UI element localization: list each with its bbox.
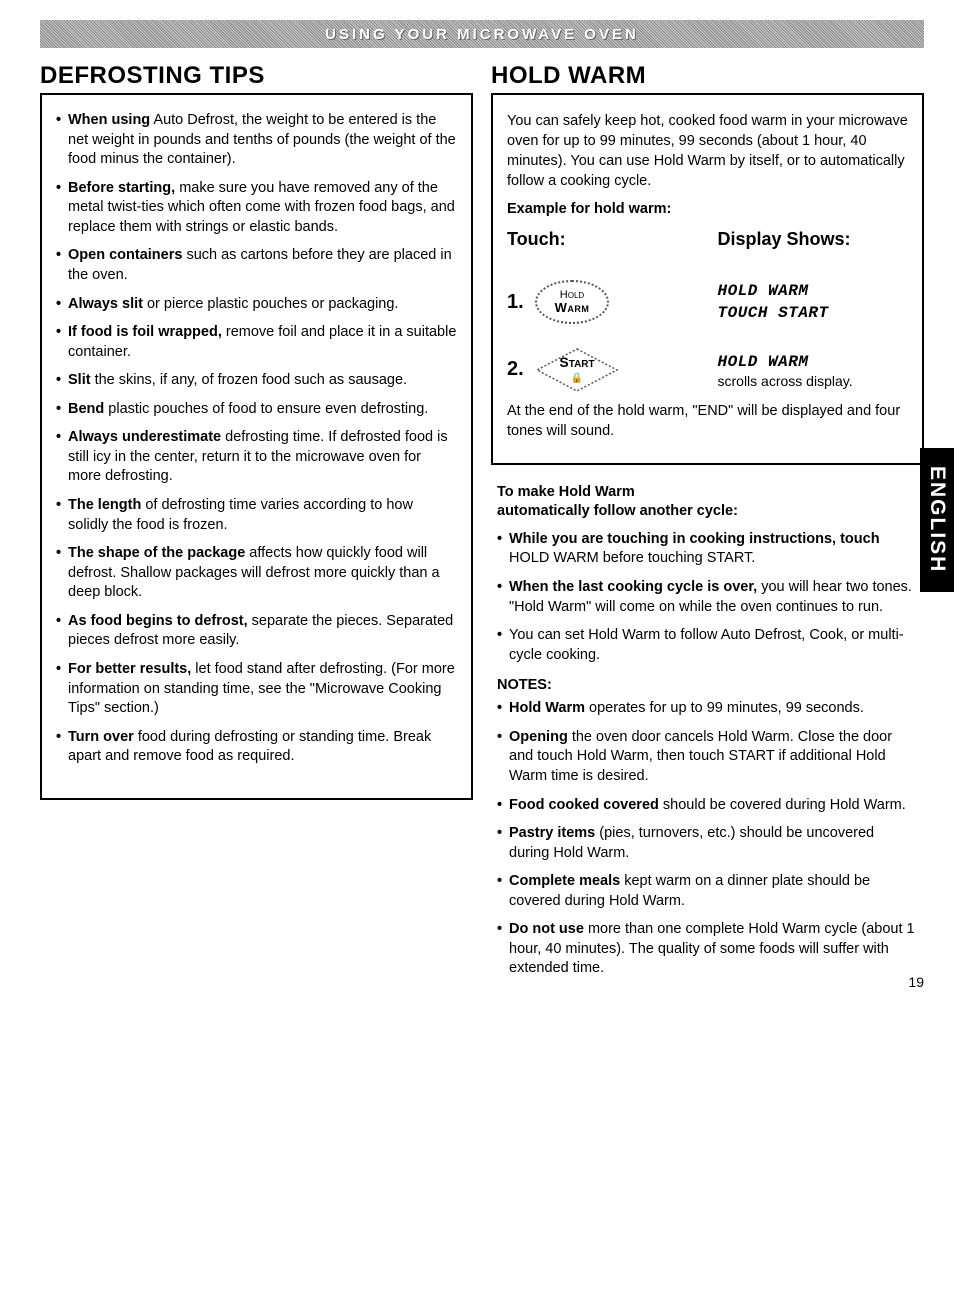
header-band: USING YOUR MICROWAVE OVEN: [40, 20, 924, 48]
tip-bold: When using: [68, 112, 150, 128]
lock-icon: 🔒: [571, 373, 583, 384]
tip-bold: Hold Warm: [509, 700, 585, 716]
auto-follow-heading: To make Hold Warm automatically follow a…: [497, 483, 918, 522]
example-label: Example for hold warm:: [507, 201, 908, 217]
tip-text: plastic pouches of food to ensure even d…: [104, 401, 428, 417]
start-btn-label: Start: [559, 354, 594, 370]
end-note: At the end of the hold warm, "END" will …: [507, 401, 908, 441]
note-item: Hold Warm operates for up to 99 minutes,…: [497, 699, 918, 719]
defrosting-tip: As food begins to defrost, separate the …: [56, 612, 457, 651]
tip-bold: Do not use: [509, 921, 584, 937]
step-1-number: 1.: [507, 291, 535, 314]
tip-bold: Bend: [68, 401, 104, 417]
tip-bold: As food begins to defrost,: [68, 613, 248, 629]
left-column: DEFROSTING TIPS When using Auto Defrost,…: [40, 62, 473, 988]
defrosting-tip: The length of defrosting time varies acc…: [56, 496, 457, 535]
hold-warm-button-icon: Hold Warm: [535, 280, 609, 324]
step-2-scroll-note: scrolls across display.: [718, 373, 909, 389]
note-item: Food cooked covered should be covered du…: [497, 796, 918, 816]
defrosting-tip: Slit the skins, if any, of frozen food s…: [56, 371, 457, 391]
tip-bold: While you are touching in cooking instru…: [509, 531, 880, 547]
tip-bold: For better results,: [68, 661, 191, 677]
defrosting-title: DEFROSTING TIPS: [40, 62, 473, 95]
note-item: Complete meals kept warm on a dinner pla…: [497, 872, 918, 911]
tip-bold: Food cooked covered: [509, 797, 659, 813]
defrosting-tip: Always underestimate defrosting time. If…: [56, 428, 457, 487]
tip-bold: Open containers: [68, 247, 182, 263]
holdwarm-box: You can safely keep hot, cooked food war…: [491, 95, 924, 465]
step-1-display-line2: TOUCH START: [718, 302, 909, 324]
defrosting-tip: Always slit or pierce plastic pouches or…: [56, 295, 457, 315]
step-2-row: 2. Start 🔒 HOLD WARM: [507, 347, 908, 393]
page: USING YOUR MICROWAVE OVEN DEFROSTING TIP…: [0, 0, 954, 1008]
auto-tip: While you are touching in cooking instru…: [497, 530, 918, 569]
hold-warm-btn-line2: Warm: [555, 301, 590, 314]
tip-text: should be covered during Hold Warm.: [659, 797, 906, 813]
auto-tip: You can set Hold Warm to follow Auto Def…: [497, 626, 918, 665]
auto-head-line1: To make Hold Warm: [497, 484, 635, 500]
tip-bold: Before starting,: [68, 180, 175, 196]
display-heading: Display Shows:: [698, 229, 909, 250]
step-2-number: 2.: [507, 358, 535, 381]
tip-bold: Pastry items: [509, 825, 595, 841]
holdwarm-title: HOLD WARM: [491, 62, 924, 95]
tip-text: You can set Hold Warm to follow Auto Def…: [509, 627, 904, 663]
tip-bold: Turn over: [68, 729, 134, 745]
tip-text: or pierce plastic pouches or packaging.: [143, 296, 399, 312]
tip-bold: Complete meals: [509, 873, 620, 889]
tip-bold: The shape of the package: [68, 545, 245, 561]
start-button-icon: Start 🔒: [535, 347, 619, 393]
defrosting-tip: For better results, let food stand after…: [56, 660, 457, 719]
step-2-display-line1: HOLD WARM: [718, 351, 909, 373]
notes-list: Hold Warm operates for up to 99 minutes,…: [497, 699, 918, 979]
tip-bold: Slit: [68, 372, 91, 388]
tip-bold: The length: [68, 497, 141, 513]
header-band-text: USING YOUR MICROWAVE OVEN: [325, 26, 639, 43]
tip-bold: Opening: [509, 729, 568, 745]
step-1-row: 1. Hold Warm HOLD WARM TOUCH START: [507, 280, 908, 325]
touch-header-row: Touch: Display Shows:: [507, 229, 908, 264]
tip-text: the skins, if any, of frozen food such a…: [91, 372, 408, 388]
tip-bold: When the last cooking cycle is over,: [509, 579, 757, 595]
auto-tips-list: While you are touching in cooking instru…: [497, 530, 918, 665]
defrosting-tip: Bend plastic pouches of food to ensure e…: [56, 400, 457, 420]
step-1-display-line1: HOLD WARM: [718, 280, 909, 302]
note-item: Pastry items (pies, turnovers, etc.) sho…: [497, 824, 918, 863]
defrosting-tip: When using Auto Defrost, the weight to b…: [56, 111, 457, 170]
right-column: HOLD WARM You can safely keep hot, cooke…: [491, 62, 924, 988]
defrosting-tip: If food is foil wrapped, remove foil and…: [56, 323, 457, 362]
defrosting-tip: The shape of the package affects how qui…: [56, 544, 457, 603]
tip-text: operates for up to 99 minutes, 99 second…: [585, 700, 864, 716]
note-item: Opening the oven door cancels Hold Warm.…: [497, 728, 918, 787]
tip-bold: If food is foil wrapped,: [68, 324, 222, 340]
auto-head-line2: automatically follow another cycle:: [497, 503, 738, 519]
defrosting-tip: Open containers such as cartons before t…: [56, 246, 457, 285]
defrosting-tip: Turn over food during defrosting or stan…: [56, 728, 457, 767]
touch-heading: Touch:: [507, 229, 698, 250]
note-item: Do not use more than one complete Hold W…: [497, 920, 918, 979]
tip-text: HOLD WARM before touching START.: [509, 550, 755, 566]
holdwarm-intro: You can safely keep hot, cooked food war…: [507, 111, 908, 191]
content-columns: DEFROSTING TIPS When using Auto Defrost,…: [40, 62, 924, 988]
notes-heading: NOTES:: [497, 677, 918, 693]
defrosting-tips-list: When using Auto Defrost, the weight to b…: [56, 111, 457, 767]
language-tab-text: ENGLISH: [925, 466, 949, 573]
defrosting-box: When using Auto Defrost, the weight to b…: [40, 95, 473, 800]
language-tab: ENGLISH: [920, 448, 954, 592]
page-number: 19: [908, 974, 924, 990]
defrosting-tip: Before starting, make sure you have remo…: [56, 179, 457, 238]
tip-bold: Always underestimate: [68, 429, 221, 445]
auto-tip: When the last cooking cycle is over, you…: [497, 578, 918, 617]
tip-bold: Always slit: [68, 296, 143, 312]
below-box: To make Hold Warm automatically follow a…: [491, 465, 924, 979]
